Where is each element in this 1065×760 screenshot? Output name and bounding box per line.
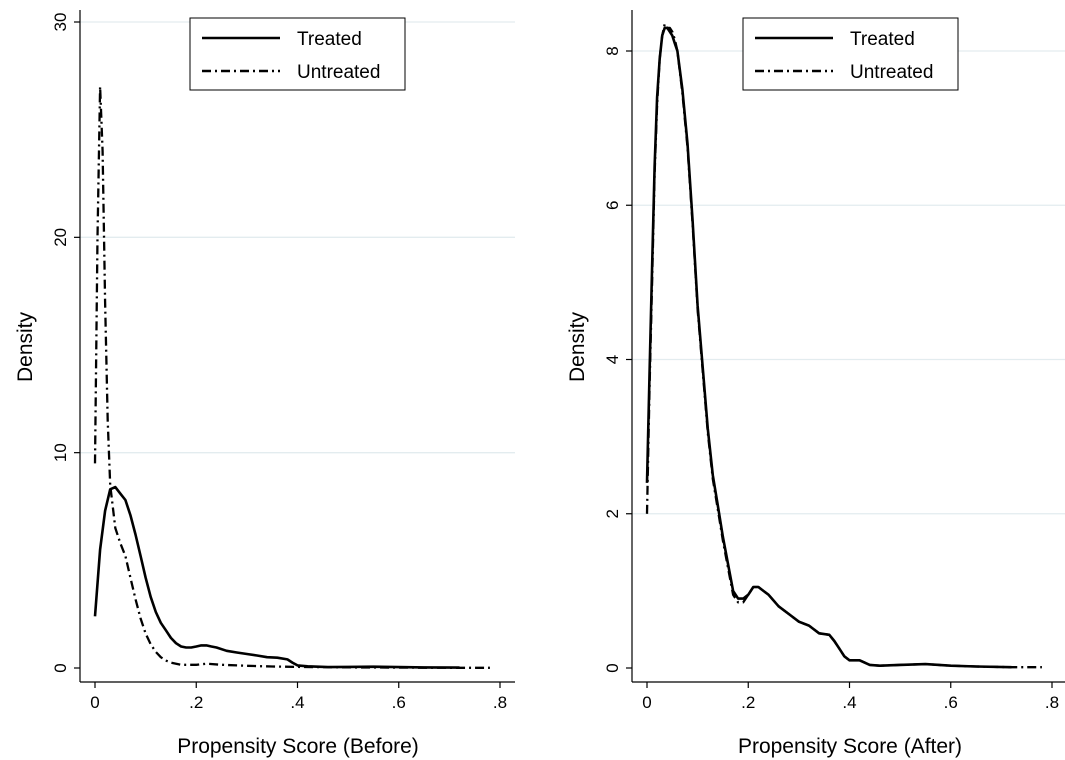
y-tick-label: 20 — [51, 228, 70, 247]
series-line-untreated — [93, 85, 490, 669]
y-axis-title: Density — [566, 311, 589, 382]
x-tick-label: .2 — [741, 693, 755, 712]
x-axis-title: Propensity Score (After) — [738, 735, 962, 758]
y-tick-label: 30 — [51, 13, 70, 32]
x-tick-label: .8 — [1045, 693, 1059, 712]
y-tick-label: 8 — [603, 46, 622, 55]
x-tick-label: .6 — [392, 693, 406, 712]
panel-after: 0 2 4 6 8 0 .2 .4 .6 .8 Density Propensity Score… — [566, 10, 1065, 758]
y-tick-label: 10 — [51, 443, 70, 462]
legend: Treated Untreated — [742, 17, 959, 91]
x-tick-label: .2 — [189, 693, 203, 712]
series-line-untreated — [645, 22, 1042, 669]
x-tick-label: .8 — [493, 693, 507, 712]
legend-box — [742, 17, 959, 91]
y-tick-label: 4 — [603, 355, 622, 364]
y-tick-label: 0 — [603, 663, 622, 672]
x-tick-label: 0 — [90, 693, 99, 712]
legend-label-untreated: Untreated — [297, 62, 380, 83]
panel-before: 0 10 20 30 0 .2 .4 .6 .8 Density Propensity Sco… — [14, 10, 515, 758]
y-tick-label: 0 — [51, 663, 70, 672]
x-axis-title: Propensity Score (Before) — [177, 735, 419, 758]
legend-label-untreated: Untreated — [850, 62, 933, 83]
x-tick-label: 0 — [642, 693, 651, 712]
legend-box — [189, 17, 406, 91]
x-tick-label: .4 — [842, 693, 856, 712]
legend: Treated Untreated — [189, 17, 406, 91]
y-tick-label: 2 — [603, 509, 622, 518]
y-axis-title: Density — [14, 311, 37, 382]
y-tick-label: 6 — [603, 201, 622, 210]
x-tick-label: .4 — [290, 693, 304, 712]
legend-label-treated: Treated — [850, 29, 915, 50]
legend-label-treated: Treated — [297, 29, 362, 50]
x-tick-label: .6 — [944, 693, 958, 712]
